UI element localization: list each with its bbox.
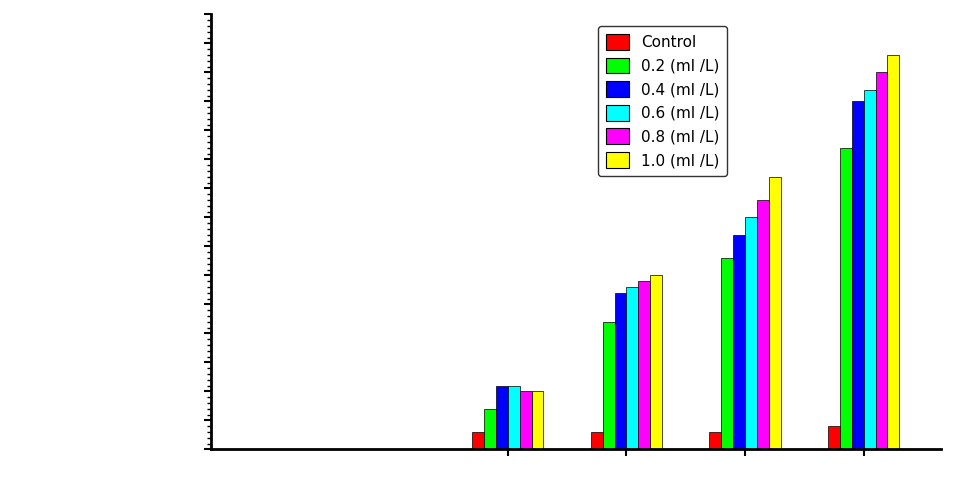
Bar xyxy=(650,275,662,449)
Bar xyxy=(603,322,614,449)
Bar xyxy=(852,101,864,449)
Bar xyxy=(709,432,721,449)
Legend: Control, 0.2 (ml /L), 0.4 (ml /L), 0.6 (ml /L), 0.8 (ml /L), 1.0 (ml /L): Control, 0.2 (ml /L), 0.4 (ml /L), 0.6 (… xyxy=(598,26,727,176)
Bar xyxy=(496,386,508,449)
Bar xyxy=(472,432,484,449)
Bar xyxy=(519,391,532,449)
Bar xyxy=(864,90,876,449)
Bar xyxy=(627,287,638,449)
Bar xyxy=(756,200,769,449)
Bar xyxy=(840,148,852,449)
Bar xyxy=(887,55,900,449)
Bar xyxy=(590,432,603,449)
Bar xyxy=(484,409,496,449)
Bar xyxy=(876,72,887,449)
Bar xyxy=(828,426,840,449)
Bar xyxy=(638,281,650,449)
Bar xyxy=(532,391,543,449)
Bar xyxy=(721,258,733,449)
Bar xyxy=(745,217,756,449)
Bar xyxy=(733,235,745,449)
Bar xyxy=(508,386,519,449)
Bar xyxy=(614,293,627,449)
Bar xyxy=(769,177,780,449)
